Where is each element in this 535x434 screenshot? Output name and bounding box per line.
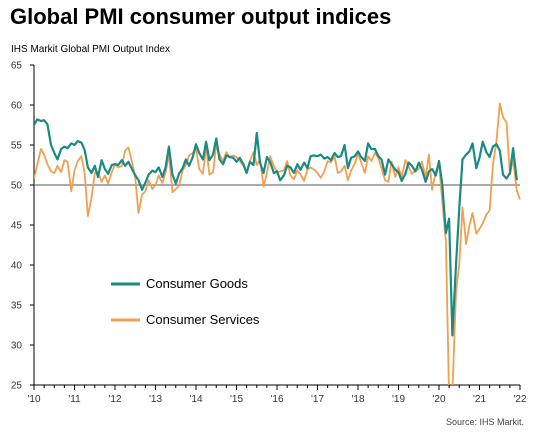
- x-tick-label: '14: [189, 394, 202, 405]
- x-tick-label: '17: [311, 394, 324, 405]
- y-axis-title: IHS Markit Global PMI Output Index: [11, 44, 170, 55]
- chart-title: Global PMI consumer output indices: [10, 4, 392, 29]
- x-tick-label: '19: [392, 394, 405, 405]
- y-tick-label: 40: [11, 261, 23, 272]
- x-tick-label: '18: [351, 394, 364, 405]
- y-tick-label: 45: [11, 221, 23, 232]
- x-tick-label: '12: [108, 394, 121, 405]
- x-tick-label: '20: [432, 394, 445, 405]
- y-tick-label: 65: [11, 61, 23, 72]
- series-line-consumer-goods: [34, 118, 518, 337]
- legend: Consumer Goods Consumer Services: [111, 276, 260, 327]
- series-line-consumer-services: [34, 102, 521, 385]
- x-tick-label: '11: [68, 394, 81, 405]
- y-tick-label: 60: [11, 101, 23, 112]
- legend-label: Consumer Goods: [146, 276, 248, 291]
- x-tick-label: '22: [513, 394, 526, 405]
- x-tick-label: '16: [270, 394, 283, 405]
- x-tick-label: '10: [27, 394, 40, 405]
- y-tick-label: 25: [11, 381, 23, 392]
- x-tick-label: '15: [230, 394, 243, 405]
- y-tick-label: 50: [11, 181, 23, 192]
- x-tick-label: '21: [473, 394, 486, 405]
- x-tick-label: '13: [149, 394, 162, 405]
- legend-label: Consumer Services: [146, 312, 260, 327]
- y-tick-label: 35: [11, 301, 23, 312]
- y-tick-label: 30: [11, 341, 23, 352]
- y-tick-label: 55: [11, 141, 23, 152]
- source-note: Source: IHS Markit.: [446, 417, 524, 427]
- plot-area: 25 30 35 40 45 50 55 60 65 '10 '11 '12 '13 '14 '15 '16 '…: [11, 61, 527, 406]
